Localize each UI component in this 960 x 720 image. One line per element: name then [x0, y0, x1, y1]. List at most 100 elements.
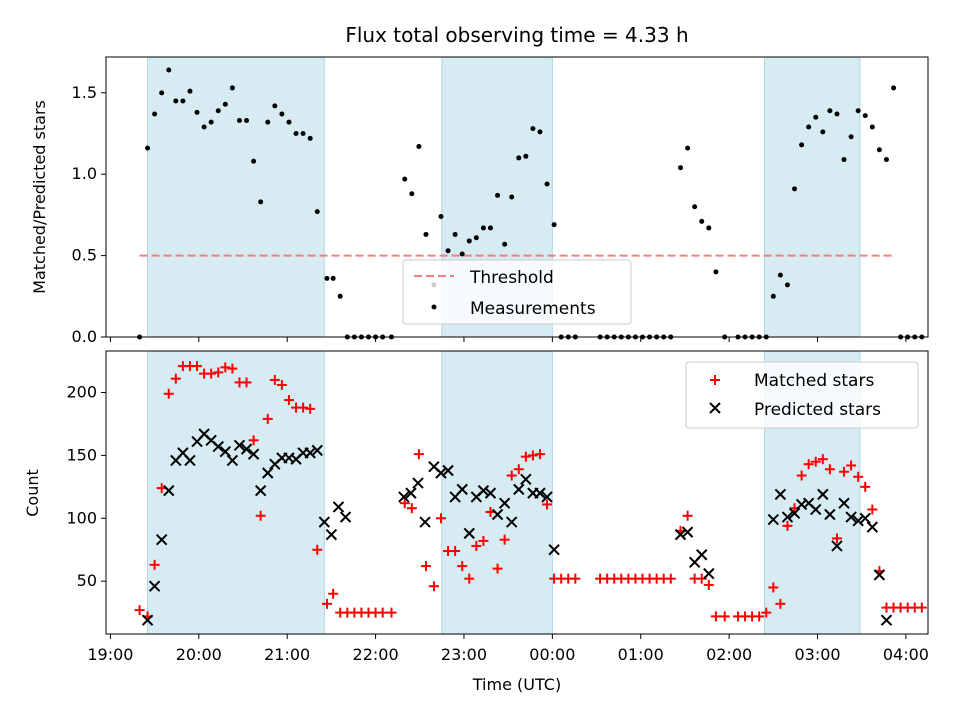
- measurement-point: [409, 191, 414, 196]
- measurement-point: [806, 125, 811, 130]
- x-tick-label: 04:00: [883, 645, 929, 664]
- matched-star-marker: [570, 574, 580, 584]
- x-tick-label: 19:00: [87, 645, 133, 664]
- predicted-star-marker: [333, 502, 343, 512]
- predicted-star-marker: [413, 478, 423, 488]
- matched-star-marker: [867, 504, 877, 514]
- x-tick-label: 23:00: [441, 645, 487, 664]
- measurement-point: [460, 251, 465, 256]
- y-tick-label: 50: [77, 571, 97, 590]
- x-tick-label: 20:00: [176, 645, 222, 664]
- measurement-point: [251, 159, 256, 164]
- measurement-point: [272, 103, 277, 108]
- x-tick-label: 21:00: [264, 645, 310, 664]
- measurement-point: [537, 129, 542, 134]
- measurement-point: [474, 235, 479, 240]
- measurement-point: [286, 120, 291, 125]
- predicted-star-marker: [341, 512, 351, 522]
- measurement-point: [294, 131, 299, 136]
- x-tick-label: 01:00: [618, 645, 664, 664]
- bottom-y-ticks: 50100150200: [66, 383, 106, 591]
- shaded-region: [764, 57, 859, 337]
- matched-star-marker: [328, 589, 338, 599]
- measurement-point: [279, 111, 284, 116]
- measurement-point: [402, 177, 407, 182]
- measurement-point: [706, 225, 711, 230]
- top-y-axis-label: Matched/Predicted stars: [30, 100, 49, 294]
- predicted-star-marker: [704, 569, 714, 579]
- matched-star-marker: [704, 580, 714, 590]
- matched-star-marker: [378, 608, 388, 618]
- legend-measurements-label: Measurements: [470, 299, 596, 319]
- measurement-point: [416, 144, 421, 149]
- measurement-point: [545, 181, 550, 186]
- predicted-star-marker: [881, 615, 891, 625]
- x-tick-label: 22:00: [353, 645, 399, 664]
- measurement-point: [870, 125, 875, 130]
- top-y-ticks: 0.00.51.01.5: [72, 83, 106, 346]
- matched-star-marker: [407, 503, 417, 513]
- measurement-point: [778, 273, 783, 278]
- bottom-x-ticks: 19:00 20:00 21:00 22:00 23:00 00:00 01:00 02:00…: [87, 634, 929, 664]
- measurement-point: [258, 199, 263, 204]
- shaded-region: [148, 57, 325, 337]
- measurement-point: [180, 98, 185, 103]
- measurement-point: [834, 111, 839, 116]
- measurement-point: [331, 276, 336, 281]
- legend-matched-label: Matched stars: [754, 371, 874, 391]
- y-tick-label: 150: [66, 445, 97, 464]
- x-tick-label: 00:00: [529, 645, 575, 664]
- legend-measurements-swatch: [432, 305, 437, 310]
- predicted-star-marker: [867, 522, 877, 532]
- measurement-point: [265, 120, 270, 125]
- shaded-region: [148, 351, 325, 634]
- measurement-point: [166, 68, 171, 73]
- measurement-point: [308, 136, 313, 141]
- y-tick-label: 1.5: [72, 83, 97, 102]
- measurement-point: [223, 102, 228, 107]
- y-tick-label: 100: [66, 508, 97, 527]
- x-tick-label: 03:00: [794, 645, 840, 664]
- measurement-point: [237, 118, 242, 123]
- measurement-point: [523, 154, 528, 159]
- measurement-point: [187, 89, 192, 94]
- measurement-point: [159, 90, 164, 95]
- measurement-point: [792, 186, 797, 191]
- measurement-point: [495, 193, 500, 198]
- measurement-point: [315, 209, 320, 214]
- measurement-point: [145, 146, 150, 151]
- matched-star-marker: [697, 574, 707, 584]
- measurement-point: [820, 129, 825, 134]
- x-axis-label: Time (UTC): [472, 675, 561, 694]
- measurement-point: [446, 248, 451, 253]
- measurement-point: [827, 108, 832, 113]
- matched-star-marker: [666, 574, 676, 584]
- measurement-point: [699, 219, 704, 224]
- matched-star-marker: [720, 611, 730, 621]
- measurement-point: [324, 276, 329, 281]
- matched-star-marker: [711, 611, 721, 621]
- matched-star-marker: [683, 511, 693, 521]
- legend-predicted-label: Predicted stars: [754, 400, 881, 420]
- measurement-point: [202, 125, 207, 130]
- measurement-point: [685, 146, 690, 151]
- matched-star-marker: [860, 482, 870, 492]
- measurement-point: [692, 204, 697, 209]
- chart-title: Flux total observing time = 4.33 h: [345, 23, 688, 47]
- measurement-point: [209, 120, 214, 125]
- measurement-point: [244, 118, 249, 123]
- measurement-point: [509, 195, 514, 200]
- bottom-legend: Matched stars Predicted stars: [686, 362, 918, 428]
- measurement-point: [516, 155, 521, 160]
- y-tick-label: 1.0: [72, 164, 97, 183]
- measurement-point: [891, 85, 896, 90]
- measurement-point: [813, 115, 818, 120]
- measurement-point: [195, 110, 200, 115]
- matched-star-marker: [414, 449, 424, 459]
- measurement-point: [713, 269, 718, 274]
- measurement-point: [502, 242, 507, 247]
- measurement-point: [488, 225, 493, 230]
- measurement-point: [173, 98, 178, 103]
- measurement-point: [453, 232, 458, 237]
- matched-star-marker: [421, 561, 431, 571]
